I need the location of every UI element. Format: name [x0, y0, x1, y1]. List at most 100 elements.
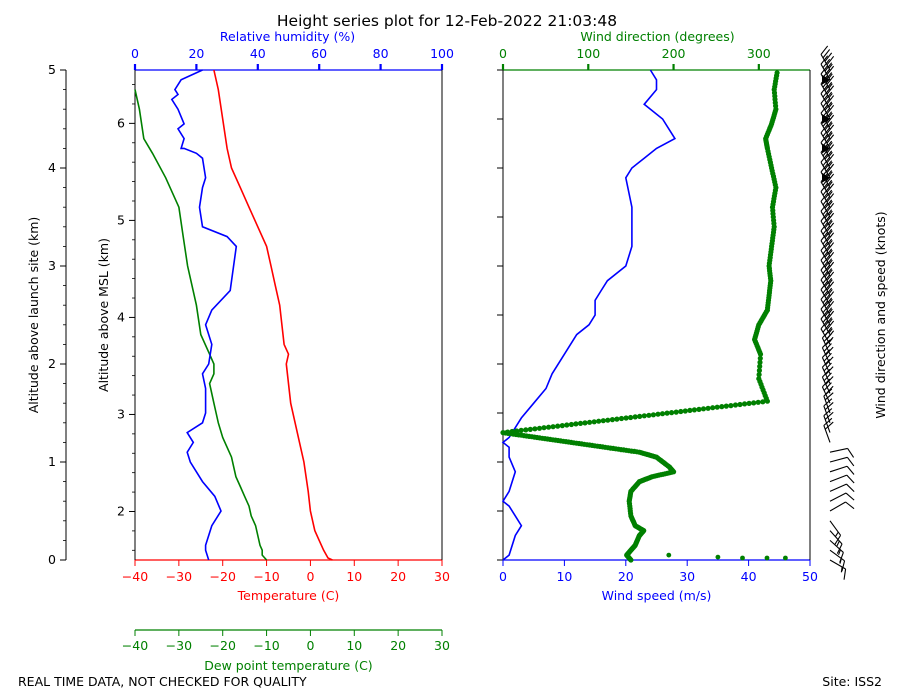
- direction-dot: [687, 407, 693, 413]
- barb-half-feather: [828, 298, 833, 304]
- direction-dot: [719, 404, 725, 410]
- barb-feather: [826, 310, 835, 320]
- dewpoint-tick-label: −10: [253, 638, 279, 653]
- barb-feather: [846, 483, 855, 492]
- barb-feather: [826, 281, 835, 291]
- direction-dot: [756, 376, 762, 382]
- barb-half-feather: [828, 210, 833, 216]
- barb-feather: [836, 543, 843, 554]
- dewpoint-tick-label: 30: [434, 638, 450, 653]
- barb-staff: [829, 530, 843, 545]
- barb-half-feather: [828, 220, 833, 226]
- outer-y-axis-label: Altitude above launch site (km): [26, 217, 41, 414]
- barb-staff: [821, 357, 831, 375]
- footer-site: Site: ISS2: [822, 674, 882, 689]
- wind-barb: [821, 339, 834, 365]
- barb-feather: [823, 372, 832, 382]
- direction-dot: [514, 428, 520, 434]
- barb-feather: [824, 411, 834, 420]
- barb-staff: [820, 259, 831, 277]
- dewpoint-tick-label: 0: [306, 638, 314, 653]
- temperature-tick-label: 30: [434, 569, 450, 584]
- wind-barb: [829, 539, 844, 563]
- direction-dot: [737, 401, 743, 408]
- barb-staff: [820, 308, 831, 326]
- barb-staff: [820, 289, 831, 306]
- inner-y-axis-label: Altitude above MSL (km): [96, 238, 111, 392]
- barb-feather: [826, 212, 835, 222]
- direction-dot: [664, 410, 670, 416]
- dewpoint-tick-label: −40: [122, 638, 148, 653]
- barb-feather: [826, 65, 835, 75]
- wind-barb: [823, 417, 834, 443]
- barb-staff: [820, 103, 831, 120]
- direction-axis-label: Wind direction (degrees): [580, 29, 734, 44]
- barb-half-feather: [828, 240, 833, 246]
- direction-dot: [757, 355, 763, 361]
- temperature-tick-label: 0: [306, 569, 314, 584]
- barb-staff: [823, 405, 831, 423]
- barb-feather: [824, 421, 834, 430]
- wind-barb: [829, 447, 855, 458]
- barb-staff: [821, 347, 831, 365]
- barb-feather: [826, 144, 835, 154]
- barb-staff: [829, 447, 848, 453]
- barb-staff: [823, 425, 831, 443]
- barb-feather: [826, 222, 835, 232]
- temperature-tick-label: 20: [390, 569, 406, 584]
- temperature-tick-label: −30: [166, 569, 192, 584]
- barb-feather: [826, 134, 835, 144]
- direction-dot: [577, 420, 584, 426]
- direction-dot: [500, 430, 506, 436]
- barb-staff: [829, 456, 848, 463]
- wind-barb: [823, 398, 834, 423]
- barb-staff: [820, 230, 831, 247]
- outer-y-tick-label: 5: [48, 62, 56, 77]
- barb-staff: [829, 492, 847, 502]
- barb-feather: [826, 55, 835, 66]
- temperature-tick-label: −20: [210, 569, 236, 584]
- direction-dot: [623, 415, 629, 421]
- barb-feather: [841, 560, 846, 572]
- barb-staff: [820, 328, 831, 345]
- barb-staff: [820, 152, 831, 169]
- barb-staff: [820, 54, 831, 71]
- direction-dot: [568, 421, 575, 428]
- direction-dot: [723, 403, 729, 409]
- outer-y-tick-label: 1: [48, 454, 56, 469]
- barb-half-feather: [828, 132, 833, 138]
- barb-staff: [829, 520, 842, 536]
- barb-feather: [826, 300, 835, 311]
- barb-staff: [820, 181, 831, 198]
- direction-dot: [550, 424, 556, 430]
- direction-tick-label: 100: [576, 46, 600, 61]
- barb-feather: [846, 474, 855, 484]
- direction-dot: [669, 410, 675, 416]
- direction-dot: [710, 405, 716, 411]
- barb-staff: [829, 465, 848, 473]
- direction-dot: [746, 400, 752, 406]
- barb-feather: [847, 448, 855, 458]
- barb-feather: [826, 320, 835, 330]
- wind-barb: [829, 465, 855, 475]
- series-dots-wind-direction: [500, 70, 788, 563]
- direction-dot: [783, 555, 788, 561]
- wind-barbs-column: Wind direction and speed (knots): [820, 45, 888, 580]
- barb-half-feather: [828, 142, 833, 148]
- direction-dot: [614, 416, 620, 422]
- direction-dot: [757, 359, 763, 365]
- barb-half-feather: [828, 318, 833, 324]
- direction-dot: [756, 367, 763, 374]
- inner-y-tick-label: 4: [117, 309, 125, 324]
- direction-dot: [774, 70, 780, 76]
- speed-tick-label: 20: [618, 569, 634, 584]
- wind-barb: [821, 378, 834, 404]
- direction-dot: [536, 425, 543, 431]
- direction-dot: [546, 424, 552, 430]
- direction-dot: [641, 413, 647, 419]
- barb-feather: [825, 366, 834, 375]
- barb-pennant: [822, 114, 830, 124]
- footer-quality-note: REAL TIME DATA, NOT CHECKED FOR QUALITY: [18, 674, 307, 689]
- inner-y-tick-label: 3: [117, 406, 125, 421]
- barb-feather: [846, 465, 855, 475]
